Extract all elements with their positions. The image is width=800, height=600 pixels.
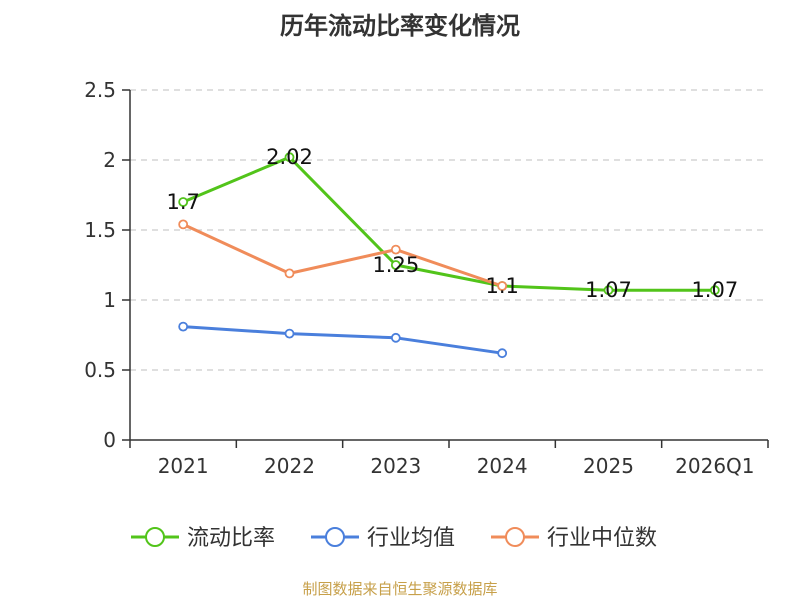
data-point <box>284 328 295 339</box>
y-tick-label: 1 <box>103 288 116 312</box>
legend-label: 行业均值 <box>367 526 455 551</box>
series-line-2 <box>182 223 503 288</box>
legend-marker <box>145 527 165 547</box>
y-tick-label: 0 <box>103 428 116 452</box>
series-line-0 <box>182 155 715 292</box>
legend[interactable]: 流动比率 行业均值 行业中位数 <box>131 526 657 551</box>
x-tick-label: 2021 <box>158 454 209 478</box>
data-point <box>603 285 614 296</box>
data-point <box>178 197 189 207</box>
grid-lines <box>130 89 768 371</box>
chart-title: 历年流动比率变化情况 <box>280 12 520 40</box>
data-label: 1.07 <box>585 278 632 302</box>
data-point <box>178 321 189 332</box>
legend-label: 行业中位数 <box>547 526 657 551</box>
data-point <box>284 268 295 279</box>
data-point <box>178 219 189 230</box>
series-lines <box>178 152 720 359</box>
legend-label: 流动比率 <box>187 526 275 551</box>
x-tick-label: 2022 <box>264 454 315 478</box>
data-labels: 1.7 2.02 1.25 1.1 1.07 1.07 <box>166 145 738 302</box>
data-point <box>497 281 508 291</box>
x-tick-label: 2023 <box>370 454 421 478</box>
legend-marker <box>325 527 345 547</box>
y-tick-label: 1.5 <box>84 218 116 242</box>
legend-item-1[interactable]: 行业均值 <box>311 526 455 551</box>
data-point <box>390 244 401 255</box>
x-tick-label: 2024 <box>477 454 528 478</box>
data-point <box>284 152 295 163</box>
data-point <box>497 348 508 359</box>
series-line-1 <box>183 325 503 355</box>
x-tick-label: 2025 <box>583 454 634 478</box>
y-tick-label: 2.5 <box>84 78 116 102</box>
y-tick-label: 0.5 <box>84 358 116 382</box>
y-tick-label: 2 <box>103 148 116 172</box>
axes: 0 0.5 1 1.5 2 2.5 2021 2022 2023 2024 2025 2026Q1 <box>84 78 769 478</box>
data-label: 1.25 <box>372 253 419 277</box>
legend-marker <box>505 527 525 547</box>
data-label: 1.07 <box>691 278 738 302</box>
data-label: 2.02 <box>266 145 313 169</box>
data-point <box>709 285 720 296</box>
data-label: 1.1 <box>485 274 518 298</box>
data-label: 1.7 <box>166 190 199 214</box>
x-tick-label: 2026Q1 <box>675 454 754 478</box>
data-point <box>390 260 401 270</box>
source-note: 制图数据来自恒生聚源数据库 <box>302 580 498 598</box>
data-point <box>390 332 401 343</box>
legend-item-2[interactable]: 行业中位数 <box>491 526 657 551</box>
legend-item-0[interactable]: 流动比率 <box>131 526 275 551</box>
